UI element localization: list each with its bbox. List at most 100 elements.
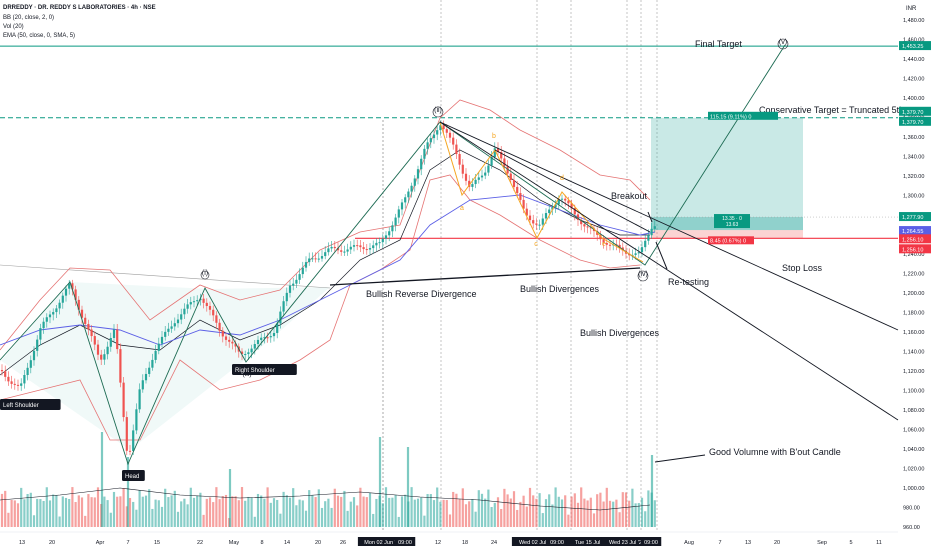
candle-body — [125, 417, 128, 451]
volume-bar — [394, 495, 397, 527]
volume-bar — [106, 500, 109, 527]
volume-bar — [608, 500, 612, 527]
candle-body — [112, 329, 116, 338]
volume-bar — [336, 495, 340, 527]
candle-body — [320, 256, 324, 259]
candle-body — [493, 148, 496, 157]
entry-box-label-top: 13.35 · 0 — [722, 216, 742, 222]
volume-bar — [624, 492, 628, 527]
volume-bar — [304, 510, 308, 527]
candle-body — [80, 309, 84, 318]
y-tick-label: 1,360.00 — [903, 135, 924, 141]
candle-body — [189, 302, 192, 305]
candle-body — [474, 179, 477, 185]
candle-body — [260, 337, 263, 340]
head-label: Head — [125, 474, 139, 480]
indicator-vol-label: Vol (20) — [3, 24, 24, 30]
candle-body — [544, 213, 548, 219]
candle-body — [477, 177, 480, 180]
price-label-bg — [899, 244, 931, 254]
candle-body — [362, 247, 365, 250]
volume-bar — [612, 501, 615, 527]
y-tick-label: 1,180.00 — [903, 311, 924, 317]
volume-bar — [141, 496, 144, 527]
volume-bar — [503, 488, 506, 527]
entry-box-label-bg — [714, 214, 750, 229]
candle-body — [391, 225, 394, 232]
candle-body — [346, 249, 349, 252]
retesting-annotation: Re-testing — [668, 277, 709, 287]
y-tick-label: 1,080.00 — [903, 408, 924, 414]
x-tick-box — [511, 537, 563, 546]
candle-body — [557, 199, 560, 205]
volume-bar — [224, 494, 228, 527]
volume-bar — [484, 498, 487, 527]
candle-body — [487, 165, 490, 173]
candle-body — [176, 319, 180, 324]
candle-body — [378, 242, 381, 244]
volume-bar — [253, 516, 256, 527]
y-tick-label: 1,060.00 — [903, 428, 924, 434]
volume-bar — [64, 497, 68, 527]
volume-bar — [202, 514, 205, 527]
volume-bar — [26, 494, 29, 527]
candle-body — [426, 142, 429, 149]
x-tick-box — [357, 537, 409, 546]
x-tick-label: 13 — [745, 540, 751, 546]
volume-bar — [180, 501, 183, 527]
price-label: 1,264.55 — [902, 229, 923, 235]
candle-body — [602, 239, 605, 243]
volume-bar — [532, 495, 535, 527]
volume-bar — [317, 489, 320, 527]
candle-body — [484, 172, 487, 176]
candle-body — [266, 337, 269, 339]
pattern-label-bg — [122, 470, 145, 481]
candle-body — [618, 244, 621, 248]
candle-body — [205, 302, 208, 307]
breakout-trendline — [494, 149, 651, 233]
volume-bar — [314, 497, 317, 527]
volume-bar — [109, 512, 112, 527]
price-axis-bg — [898, 0, 932, 550]
candle-body — [538, 224, 541, 226]
volume-bar — [589, 497, 592, 527]
candle-body — [400, 202, 404, 210]
volume-bar — [272, 498, 276, 527]
volume-bar — [276, 499, 279, 527]
wave-v-circle — [777, 38, 789, 50]
candle-body — [71, 283, 74, 290]
x-tick-label: 09:00 — [398, 540, 412, 546]
candle-body — [314, 258, 317, 260]
volume-bar — [631, 488, 634, 527]
volume-bar — [128, 497, 132, 527]
price-label-bg — [899, 116, 931, 126]
candle-body — [458, 154, 461, 165]
candle-body — [263, 337, 266, 339]
stop-zone — [651, 230, 803, 239]
volume-bar — [39, 499, 42, 527]
volume-bar — [388, 497, 391, 527]
volume-bar — [237, 500, 240, 527]
channel-upper — [439, 121, 899, 331]
candle-body — [496, 148, 500, 153]
candle-body — [535, 223, 538, 225]
volume-bar — [295, 505, 298, 527]
volume-bar — [506, 494, 509, 527]
candle-body — [340, 250, 343, 252]
candle-body — [173, 323, 176, 327]
candle-body — [301, 267, 304, 275]
orange-subwave — [439, 121, 644, 263]
volume-bar — [288, 497, 292, 527]
wave-label: (iv) — [638, 271, 648, 278]
volume-bar — [13, 500, 16, 527]
candle-body — [589, 227, 592, 229]
volume-bar — [487, 489, 490, 527]
wave-i-circle — [200, 270, 210, 280]
bb-basis — [0, 149, 650, 376]
candle-body — [548, 209, 551, 214]
volume-bar — [490, 507, 493, 527]
candle-body — [500, 152, 503, 159]
volume-bar — [285, 495, 288, 527]
